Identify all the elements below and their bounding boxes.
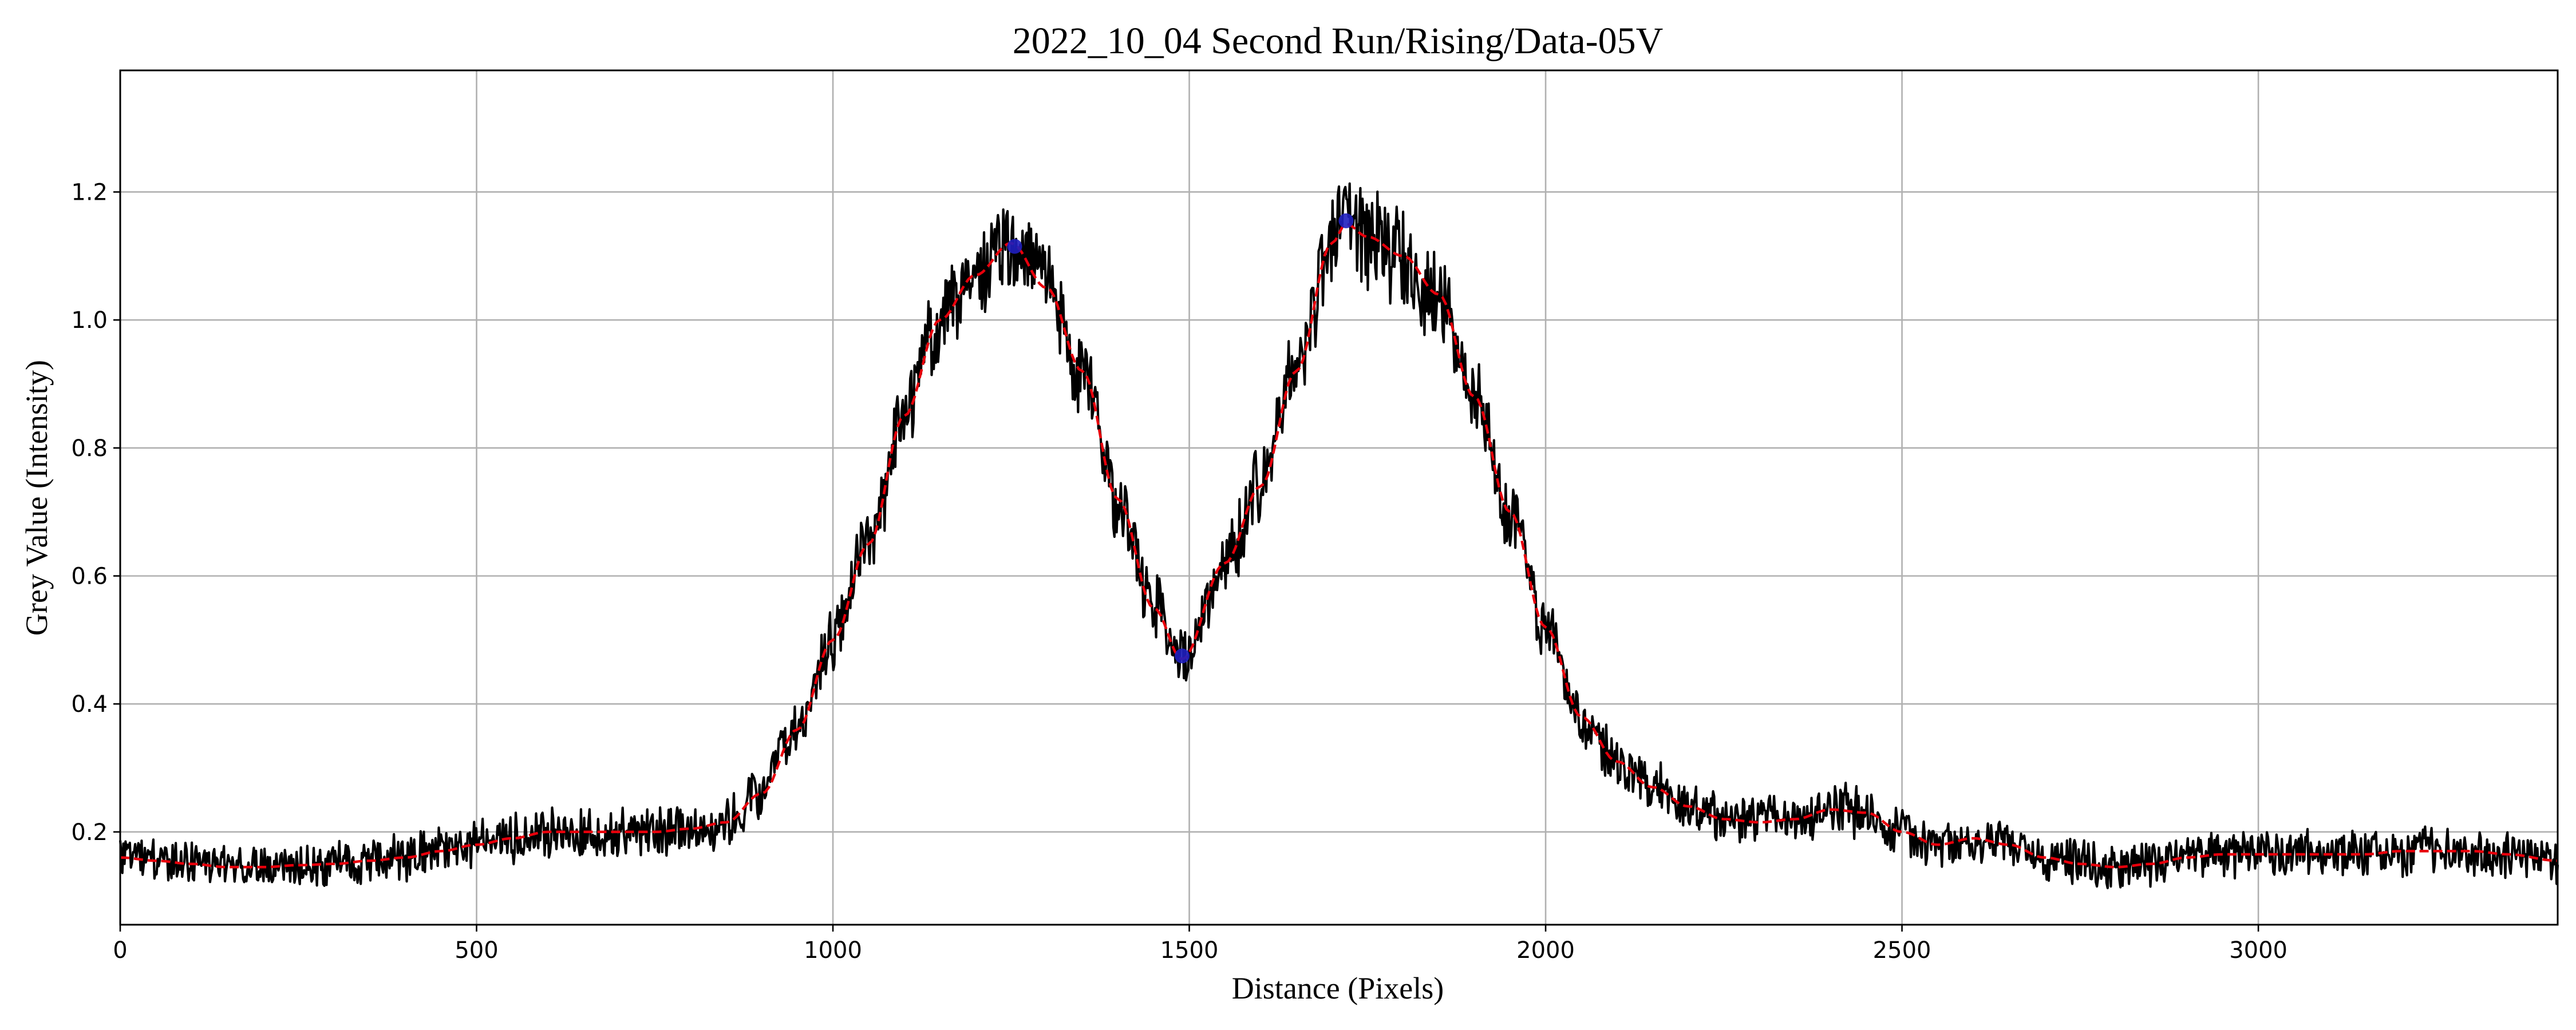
plot-frame <box>119 69 2559 926</box>
x-tick-label: 1000 <box>804 937 862 964</box>
y-tick-label: 0.8 <box>71 435 108 462</box>
y-axis: 0.2 0.4 0.6 0.8 1.0 1.2 <box>71 179 120 846</box>
x-tick-label: 2500 <box>1873 937 1931 964</box>
y-tick-label: 0.4 <box>71 691 108 718</box>
y-tick-label: 1.2 <box>71 179 108 205</box>
y-tick-label: 0.6 <box>71 563 108 589</box>
x-tick-label: 3000 <box>2229 937 2287 964</box>
x-axis: 0 500 1000 1500 2000 2500 3000 <box>113 925 2287 964</box>
series-layer <box>118 182 2559 889</box>
y-tick-label: 0.2 <box>71 819 108 846</box>
smoothed-fit-line <box>120 222 2558 869</box>
y-axis-label: Grey Value (Intensity) <box>19 360 54 636</box>
y-tick-label: 1.0 <box>71 307 108 334</box>
marker-layer <box>1007 213 1354 664</box>
x-tick-label: 2000 <box>1516 937 1575 964</box>
plot-area <box>118 69 2559 926</box>
x-tick-label: 1500 <box>1160 937 1219 964</box>
x-tick-label: 0 <box>113 937 127 964</box>
peak-marker <box>1338 213 1354 228</box>
x-tick-label: 500 <box>455 937 498 964</box>
valley-marker <box>1175 648 1190 664</box>
raw-profile-line <box>118 182 2559 889</box>
peak-marker <box>1007 239 1022 254</box>
chart-title: 2022_10_04 Second Run/Rising/Data-05V <box>1013 20 1664 62</box>
x-axis-label: Distance (Pixels) <box>1232 971 1444 1005</box>
